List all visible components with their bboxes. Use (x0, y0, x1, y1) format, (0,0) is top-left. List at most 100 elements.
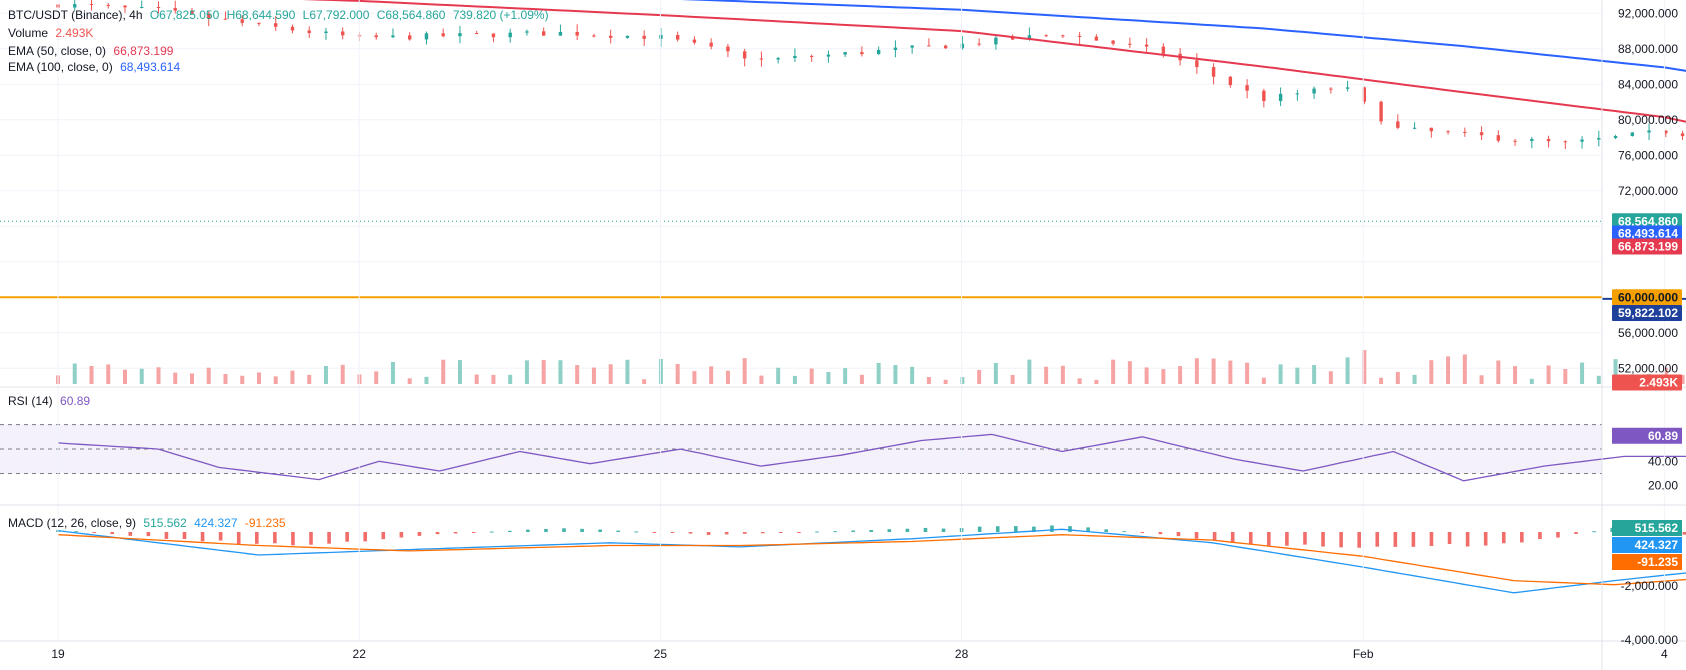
macd-hist-bar (761, 532, 765, 534)
rsi-tag-bg (1612, 427, 1682, 444)
volume-bar (692, 371, 697, 384)
price-tag-label: 59,822.102 (1618, 306, 1678, 320)
macd-hist-bar (236, 532, 241, 544)
volume-bar (910, 366, 915, 384)
volume-bar (1563, 368, 1568, 384)
macd-hist-bar (471, 532, 476, 533)
candle-body (1278, 93, 1283, 102)
macd-hist-bar (797, 532, 801, 533)
macd-hist-bar (508, 530, 512, 532)
volume-bar (273, 376, 278, 384)
macd-hist-bar (1104, 529, 1108, 532)
candle-body (592, 35, 596, 37)
macd-hist-bar (977, 526, 982, 532)
price-pane (0, 0, 1686, 384)
volume-bar (307, 374, 312, 384)
macd-hist-bar (381, 532, 386, 540)
candle-body (608, 35, 613, 38)
macd-hist-bar (869, 530, 874, 532)
candle-body (1597, 138, 1601, 140)
macd-hist-bar (1086, 527, 1090, 532)
candle-body (474, 33, 479, 35)
volume-bar (1412, 374, 1417, 384)
macd-hist-bar (1357, 532, 1361, 548)
price-tag-bg (1612, 225, 1682, 242)
macd-tag-bg (1612, 537, 1682, 553)
volume-bar (759, 375, 764, 384)
price-tag-bg (1612, 305, 1682, 322)
macd-hist-bar (1339, 532, 1343, 548)
macd-hist-bar (164, 532, 169, 539)
macd-hist-bar (833, 531, 837, 533)
rsi-pane (0, 424, 1686, 482)
candle-body (324, 31, 328, 34)
volume-bar (122, 369, 127, 384)
candle-body (156, 6, 161, 9)
price-tag-label: 60,000.000 (1618, 290, 1678, 304)
macd-hist-bar (435, 532, 440, 535)
volume-bar (776, 367, 781, 384)
volume-bar (323, 366, 328, 384)
volume-bar (977, 369, 982, 384)
macd-hist-bar (1303, 532, 1307, 545)
volume-bar (1060, 365, 1065, 384)
candle-body (1044, 35, 1048, 37)
volume-bar (1044, 366, 1049, 384)
candle-body (424, 33, 429, 40)
volume-bar (1245, 362, 1250, 384)
candle-body (541, 31, 546, 36)
volume-legend: Volume 2.493K (8, 26, 97, 40)
ema100-legend: EMA (100, close, 0) 68,493.614 (8, 60, 184, 74)
ohlc-low: L67,792.000 (302, 8, 370, 22)
macd-tick-label: -4,000.000 (1621, 633, 1679, 647)
candle-body (1513, 140, 1517, 142)
price-tag-bg (1612, 238, 1682, 255)
volume-bar (1479, 375, 1484, 384)
candle-body (207, 13, 211, 19)
volume-bar (1127, 361, 1132, 384)
macd-hist-bar (1140, 532, 1145, 533)
price-tag-bg (1612, 374, 1682, 391)
macd-hist-bar (1393, 532, 1398, 547)
volume-bar (256, 372, 261, 384)
macd-hist-bar (652, 532, 657, 533)
macd-hist-bar (1556, 532, 1560, 538)
macd-hist-bar (218, 532, 223, 541)
volume-bar (1312, 365, 1317, 384)
price-tick-label: 84,000.000 (1618, 77, 1678, 91)
volume-bar (1529, 378, 1534, 384)
candle-body (1546, 138, 1551, 142)
volume-bar (1680, 375, 1685, 384)
price-tag-label: 68,493.614 (1618, 227, 1678, 241)
volume-bar (1211, 358, 1216, 384)
macd-hist-bar (1465, 532, 1470, 547)
macd-hist-bar (1429, 532, 1434, 547)
candle-body (675, 35, 680, 40)
macd-hist-bar (1212, 532, 1217, 540)
candle-body (1412, 127, 1417, 129)
macd-hist-bar (995, 526, 1000, 532)
candle-body (173, 8, 177, 11)
macd-hist-bar (634, 531, 639, 533)
macd-tag-label: 515.562 (1635, 521, 1679, 535)
volume-label: Volume (8, 26, 49, 40)
volume-bar (893, 365, 898, 384)
volume-bar (792, 375, 797, 384)
macd-hist-bar (1050, 525, 1054, 532)
candle-body (1446, 131, 1450, 133)
candle-body (1680, 133, 1685, 137)
volume-bar (1027, 359, 1032, 384)
macd-line (57, 528, 1686, 594)
macd-hist-value: -91.235 (244, 516, 286, 530)
volume-bar (1345, 357, 1350, 384)
candle-body (525, 31, 529, 33)
candle-body (876, 49, 881, 55)
ema100-label: EMA (100, close, 0) (8, 60, 113, 74)
macd-hist-bar (92, 532, 96, 533)
candle-body (1362, 87, 1367, 102)
volume-bar (474, 374, 479, 384)
candle-body (1463, 131, 1467, 133)
candle-body (960, 43, 965, 49)
